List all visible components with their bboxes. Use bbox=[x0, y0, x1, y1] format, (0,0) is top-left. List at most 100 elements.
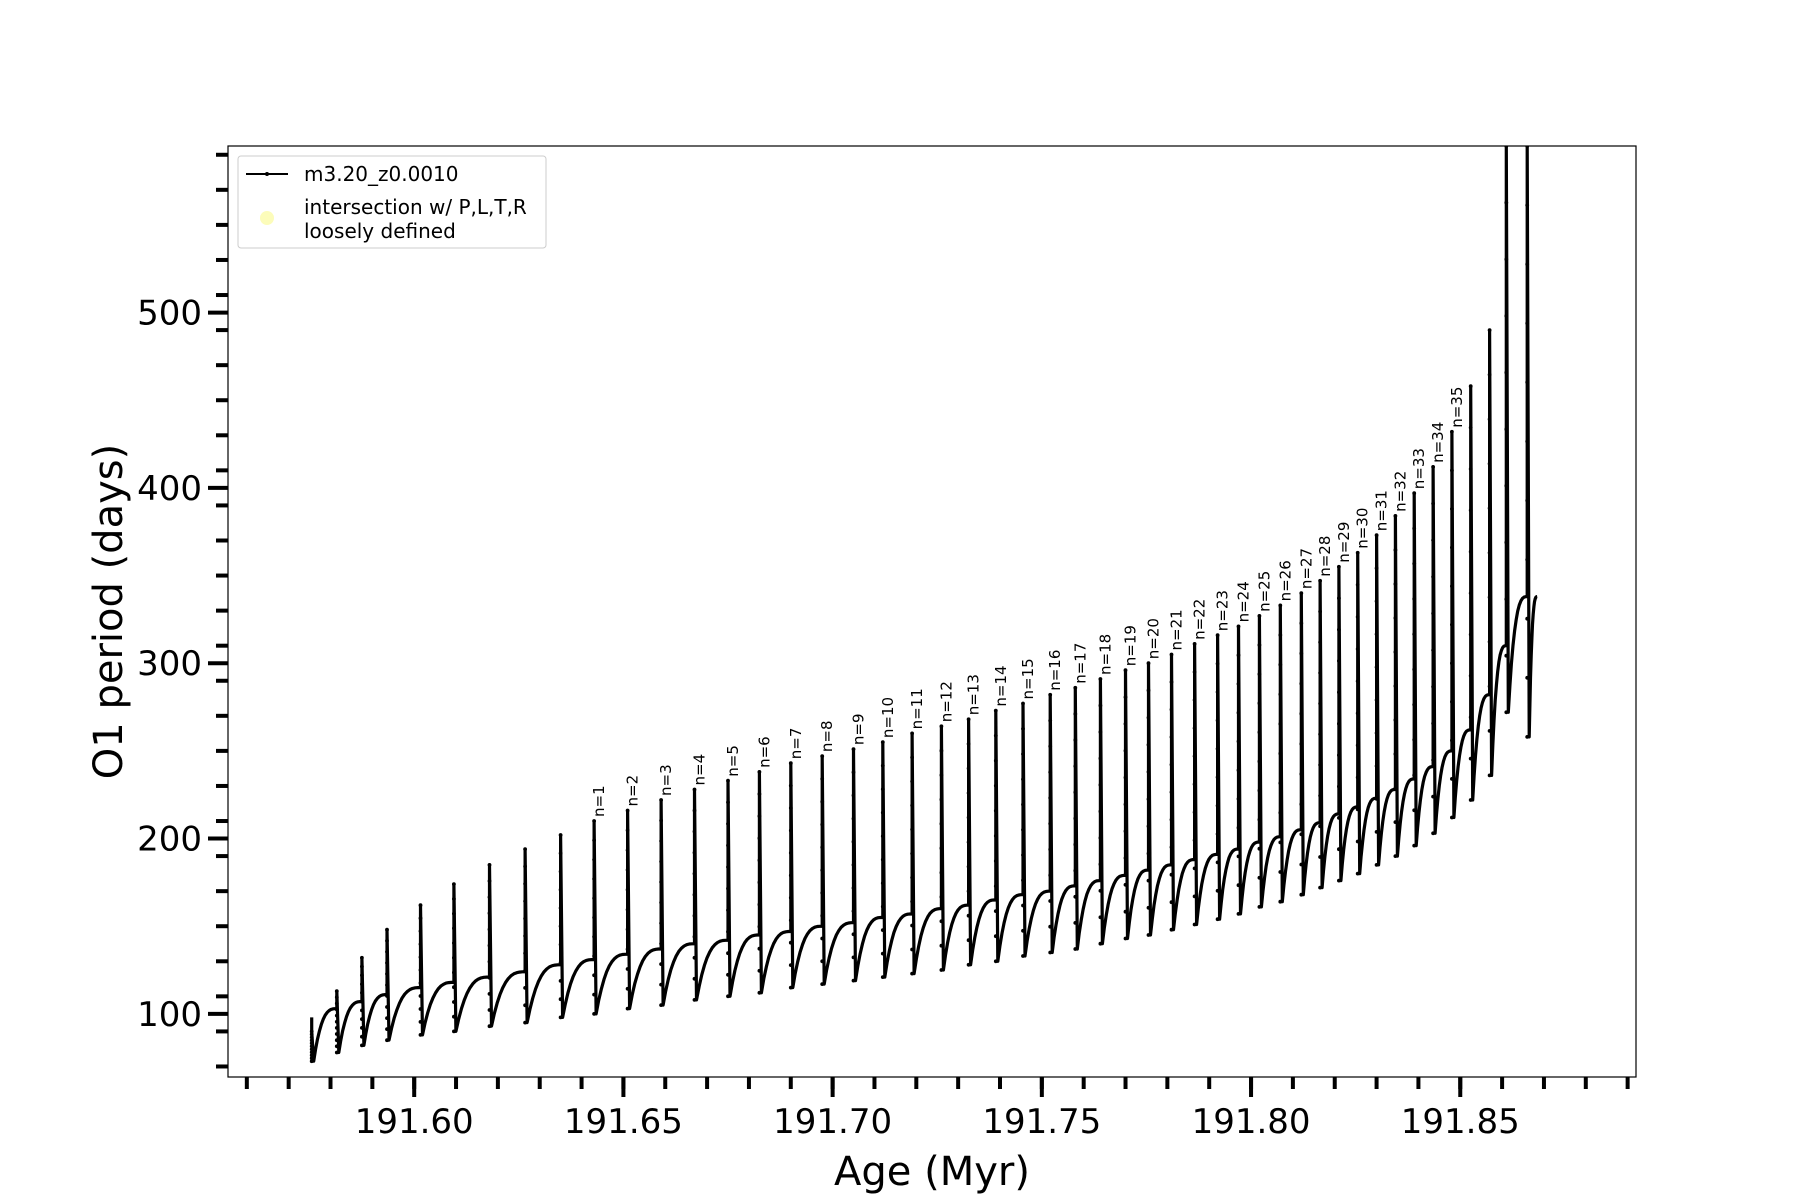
series-point bbox=[1123, 936, 1128, 941]
series-point bbox=[910, 731, 914, 736]
series-point bbox=[1257, 905, 1262, 909]
series-point bbox=[880, 881, 885, 885]
series-point bbox=[1048, 924, 1053, 929]
series-point bbox=[1525, 675, 1530, 680]
series-point bbox=[523, 1020, 527, 1025]
series-point bbox=[692, 850, 697, 855]
series-point bbox=[788, 761, 793, 766]
legend-line-dot bbox=[265, 172, 269, 176]
series-point bbox=[939, 748, 944, 753]
series-point bbox=[1021, 752, 1025, 756]
series-point bbox=[939, 724, 944, 729]
series-point bbox=[592, 838, 596, 843]
series-point bbox=[1412, 526, 1417, 531]
series-point bbox=[1021, 853, 1025, 857]
x-tick-label: 191.70 bbox=[773, 1102, 892, 1142]
series-point bbox=[851, 909, 856, 913]
series-point bbox=[788, 828, 793, 833]
series-point bbox=[1450, 661, 1454, 666]
series-point bbox=[487, 943, 492, 948]
series-point bbox=[1337, 878, 1341, 883]
series-point bbox=[334, 1019, 339, 1024]
series-point bbox=[1504, 540, 1509, 545]
series-point bbox=[1278, 870, 1283, 874]
series-point bbox=[625, 808, 630, 813]
series-point bbox=[385, 949, 389, 954]
series-point bbox=[993, 909, 998, 913]
series-point bbox=[757, 836, 762, 841]
series-point bbox=[1412, 561, 1417, 566]
series-point bbox=[1146, 824, 1151, 829]
series-point bbox=[1048, 899, 1053, 903]
series-point bbox=[1236, 682, 1241, 686]
series-point bbox=[1487, 417, 1492, 422]
series-point bbox=[360, 1008, 364, 1013]
pulse-label: n=1 bbox=[590, 785, 608, 817]
series-point bbox=[1412, 737, 1417, 742]
x-tick-label: 191.75 bbox=[982, 1102, 1101, 1142]
legend-box bbox=[237, 155, 547, 249]
series-point bbox=[487, 1008, 492, 1012]
series-point bbox=[558, 851, 563, 856]
series-point bbox=[1431, 574, 1435, 579]
series-point bbox=[558, 869, 563, 874]
series-point bbox=[334, 1032, 339, 1036]
series-point bbox=[1393, 752, 1398, 756]
series-point bbox=[1504, 653, 1509, 658]
series-point bbox=[1236, 624, 1241, 629]
series-point bbox=[966, 815, 971, 820]
series-point bbox=[726, 821, 730, 826]
series-point bbox=[1073, 816, 1078, 821]
series-point bbox=[418, 968, 423, 972]
series-point bbox=[1236, 825, 1241, 830]
x-axis: 191.60 191.65 191.70 191.75 191.80 191.85 bbox=[244, 1077, 1630, 1142]
series-point bbox=[1355, 582, 1360, 587]
series-point bbox=[1504, 710, 1509, 715]
series-point bbox=[1374, 665, 1379, 669]
series-point bbox=[692, 871, 697, 876]
series-point bbox=[418, 1033, 423, 1037]
series-point bbox=[1468, 591, 1473, 595]
series-point bbox=[1468, 673, 1473, 678]
series-point bbox=[726, 843, 730, 848]
series-point bbox=[1355, 711, 1360, 716]
series-point bbox=[993, 834, 998, 838]
series-point bbox=[966, 962, 971, 967]
series-point bbox=[1504, 370, 1509, 375]
series-point bbox=[910, 875, 914, 880]
series-point bbox=[334, 1001, 339, 1006]
series-point bbox=[1468, 508, 1473, 513]
series-point bbox=[1299, 591, 1304, 595]
series-point bbox=[659, 982, 663, 987]
series-point bbox=[1236, 797, 1241, 801]
series-point bbox=[1431, 611, 1435, 616]
series-point bbox=[1374, 599, 1379, 604]
series-point bbox=[1098, 862, 1103, 867]
series-point bbox=[1412, 702, 1417, 707]
series-point bbox=[487, 959, 492, 964]
series-point bbox=[1393, 854, 1398, 858]
pulse-label: n=32 bbox=[1391, 471, 1409, 512]
series-point bbox=[820, 982, 825, 986]
series-point bbox=[1192, 754, 1197, 758]
series-point bbox=[1504, 314, 1509, 318]
series-point bbox=[1169, 735, 1174, 739]
series-point bbox=[558, 997, 563, 1002]
series-point bbox=[757, 924, 762, 929]
series-point bbox=[1318, 732, 1322, 737]
series-point bbox=[1374, 698, 1379, 702]
series-point bbox=[1318, 701, 1322, 706]
series-point bbox=[939, 943, 944, 948]
series-point bbox=[1337, 690, 1341, 695]
series-point bbox=[1504, 483, 1509, 488]
series-point bbox=[1318, 640, 1322, 645]
series-point bbox=[966, 766, 971, 771]
series-point bbox=[910, 827, 914, 832]
series-point bbox=[1048, 744, 1053, 749]
x-axis-label: Age (Myr) bbox=[834, 1149, 1030, 1195]
series-point bbox=[360, 1017, 364, 1021]
series-point bbox=[558, 1015, 563, 1020]
pulse-label: n=20 bbox=[1145, 618, 1163, 659]
series-point bbox=[625, 986, 630, 991]
series-point bbox=[910, 971, 914, 976]
